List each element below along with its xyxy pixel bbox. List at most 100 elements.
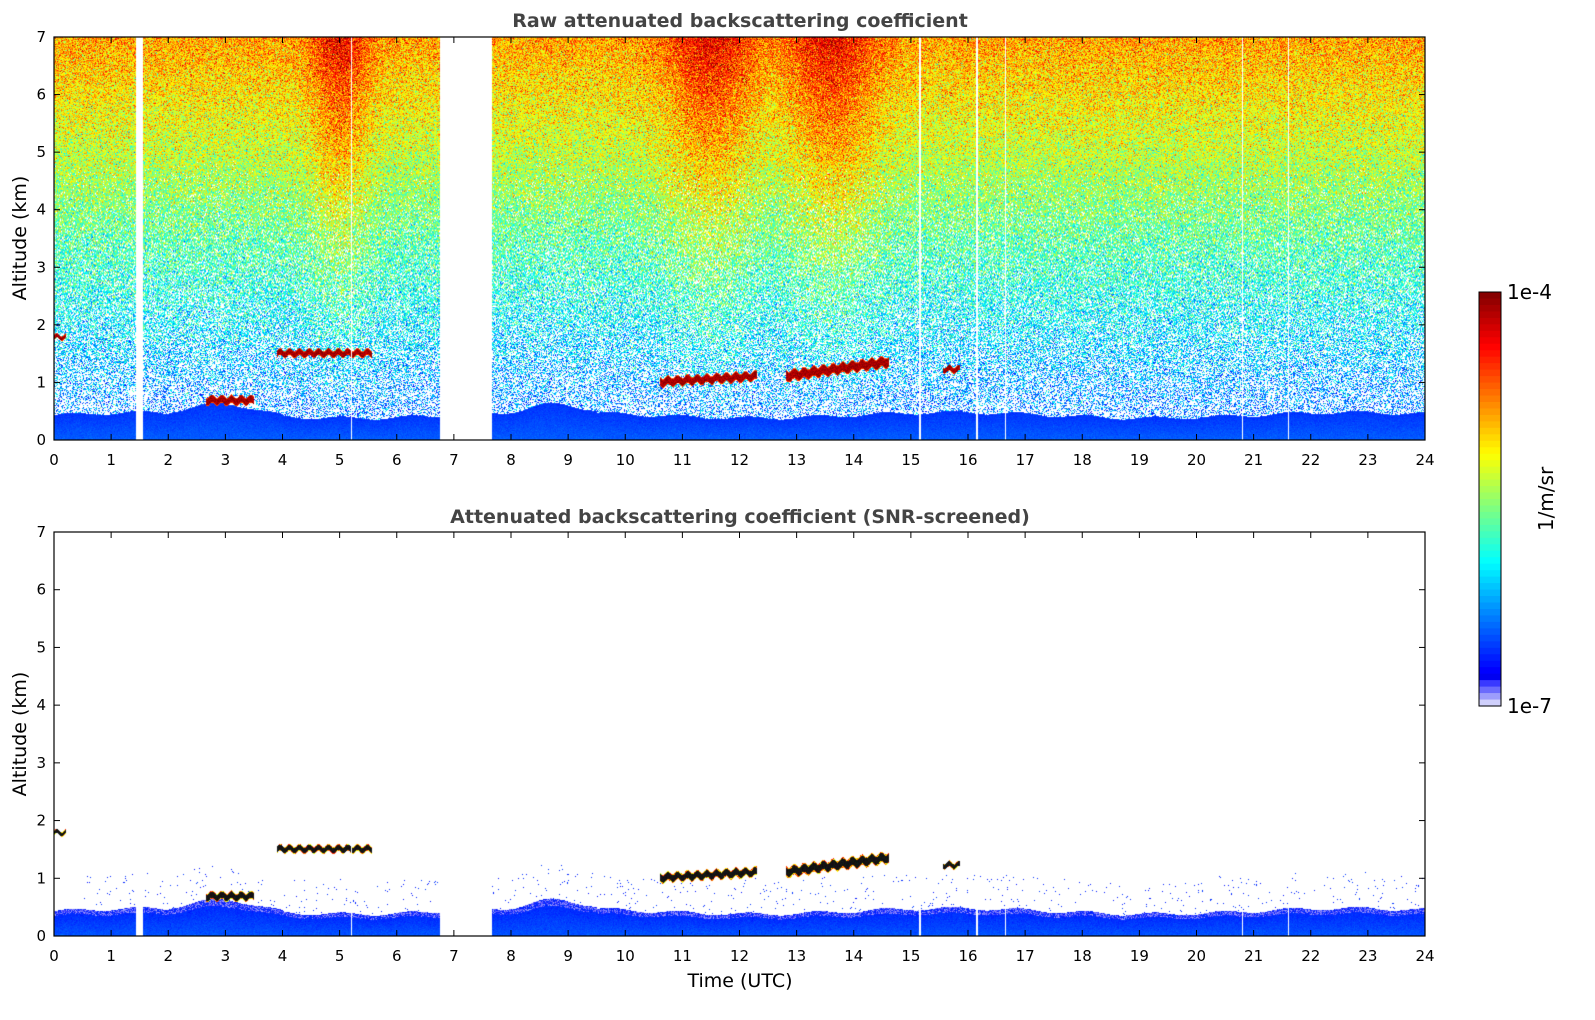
- colorbar-swatch: [1479, 350, 1501, 358]
- raw-panel: Raw attenuated backscattering coefficien…: [9, 10, 1435, 469]
- raw-x-tick-label: 1: [106, 451, 116, 469]
- screened-panel-title: Attenuated backscattering coefficient (S…: [450, 506, 1030, 528]
- screened-y-axis-label: Altitude (km): [9, 672, 31, 797]
- screened-x-tick-label: 0: [49, 947, 59, 965]
- raw-x-tick-label: 23: [1358, 451, 1377, 469]
- raw-x-tick-label: 18: [1073, 451, 1092, 469]
- raw-y-tick-label: 4: [36, 201, 46, 219]
- raw-heatmap: [54, 37, 1425, 440]
- raw-x-tick-label: 9: [563, 451, 573, 469]
- colorbar-swatch: [1479, 324, 1501, 332]
- colorbar-swatch: [1479, 447, 1501, 455]
- screened-x-tick-label: 21: [1244, 947, 1263, 965]
- screened-x-tick-label: 2: [163, 947, 173, 965]
- screened-x-tick-label: 15: [901, 947, 920, 965]
- screened-x-tick-label: 14: [844, 947, 863, 965]
- raw-x-tick-label: 2: [163, 451, 173, 469]
- raw-x-tick-label: 6: [392, 451, 402, 469]
- raw-y-tick-label: 3: [36, 258, 46, 276]
- raw-y-tick-label: 0: [36, 431, 46, 449]
- colorbar-swatch: [1479, 667, 1501, 675]
- colorbar-swatch: [1479, 589, 1501, 597]
- screened-panel: Attenuated backscattering coefficient (S…: [9, 506, 1435, 992]
- raw-x-tick-label: 5: [335, 451, 345, 469]
- raw-x-tick-label: 4: [278, 451, 288, 469]
- colorbar-swatch: [1479, 440, 1501, 448]
- screened-y-tick-label: 7: [36, 523, 46, 541]
- screened-x-tick-label: 9: [563, 947, 573, 965]
- colorbar-swatch: [1479, 382, 1501, 390]
- raw-x-tick-label: 17: [1016, 451, 1035, 469]
- colorbar-swatch: [1479, 421, 1501, 429]
- raw-y-axis-label: Altitude (km): [9, 176, 31, 301]
- x-axis-label: Time (UTC): [686, 970, 792, 992]
- colorbar-min-label: 1e-7: [1507, 694, 1552, 718]
- screened-y-tick-label: 3: [36, 754, 46, 772]
- screened-x-tick-label: 19: [1130, 947, 1149, 965]
- screened-x-tick-label: 10: [616, 947, 635, 965]
- colorbar-swatch: [1479, 479, 1501, 487]
- colorbar-swatch: [1479, 473, 1501, 481]
- raw-x-tick-label: 24: [1415, 451, 1434, 469]
- colorbar-swatch: [1479, 583, 1501, 591]
- colorbar-swatch: [1479, 660, 1501, 668]
- screened-y-tick-label: 2: [36, 812, 46, 830]
- raw-panel-title: Raw attenuated backscattering coefficien…: [512, 10, 968, 32]
- raw-y-tick-label: 7: [36, 28, 46, 46]
- colorbar-swatch: [1479, 317, 1501, 325]
- screened-axis-ticks: 0 1 2 3 4 5 6 7 8 9 10 11 12 13 14 15 16 17 18 19 20 21 22 23 24…: [36, 523, 1434, 965]
- colorbar-swatch: [1479, 511, 1501, 520]
- raw-axis-ticks: 0 1 2 3 4 5 6 7 8 9 10 11 12 13 14 15 16 17 18 19 20 21 22 23 24…: [36, 28, 1434, 469]
- screened-x-tick-label: 22: [1301, 947, 1320, 965]
- colorbar-swatch: [1479, 596, 1501, 604]
- colorbar-swatch: [1479, 460, 1501, 468]
- colorbar-swatch: [1479, 531, 1501, 539]
- colorbar-swatch: [1479, 686, 1501, 694]
- screened-x-tick-label: 17: [1016, 947, 1035, 965]
- colorbar-swatch: [1479, 292, 1501, 300]
- raw-y-tick-label: 1: [36, 373, 46, 391]
- colorbar-swatch: [1479, 311, 1501, 319]
- raw-x-tick-label: 20: [1187, 451, 1206, 469]
- colorbar: 1e-4 1e-7 1/m/sr: [1478, 280, 1558, 718]
- raw-x-tick-label: 21: [1244, 451, 1263, 469]
- colorbar-swatch: [1479, 647, 1501, 655]
- colorbar-swatch: [1479, 550, 1501, 558]
- colorbar-swatch: [1479, 608, 1501, 617]
- screened-y-tick-label: 4: [36, 696, 46, 714]
- screened-x-tick-label: 16: [958, 947, 977, 965]
- colorbar-swatch: [1479, 641, 1501, 649]
- colorbar-swatch: [1479, 466, 1501, 474]
- colorbar-max-label: 1e-4: [1507, 280, 1552, 304]
- screened-y-tick-label: 6: [36, 581, 46, 599]
- screened-x-tick-label: 12: [730, 947, 749, 965]
- colorbar-frame: [1478, 291, 1502, 707]
- raw-x-tick-label: 7: [449, 451, 459, 469]
- colorbar-swatch: [1479, 401, 1501, 410]
- screened-x-tick-label: 1: [106, 947, 116, 965]
- colorbar-swatch: [1479, 298, 1501, 306]
- screened-x-tick-label: 8: [506, 947, 516, 965]
- screened-y-tick-label: 1: [36, 869, 46, 887]
- screened-x-tick-label: 6: [392, 947, 402, 965]
- raw-x-tick-label: 16: [958, 451, 977, 469]
- colorbar-swatch: [1479, 699, 1501, 707]
- colorbar-swatch: [1479, 434, 1501, 442]
- raw-x-tick-label: 22: [1301, 451, 1320, 469]
- colorbar-swatch: [1479, 693, 1501, 701]
- colorbar-swatch: [1479, 492, 1501, 500]
- screened-y-tick-label: 0: [36, 927, 46, 945]
- colorbar-swatch: [1479, 376, 1501, 384]
- colorbar-swatch: [1479, 453, 1501, 461]
- colorbar-swatch: [1479, 537, 1501, 545]
- colorbar-swatch: [1479, 505, 1501, 513]
- colorbar-swatch: [1479, 343, 1501, 351]
- colorbar-swatch: [1479, 363, 1501, 371]
- colorbar-swatch: [1479, 654, 1501, 662]
- colorbar-swatch: [1479, 615, 1501, 623]
- screened-heatmap: [54, 532, 1425, 936]
- colorbar-swatch: [1479, 621, 1501, 629]
- colorbar-gradient: [1479, 292, 1501, 707]
- colorbar-swatch: [1479, 356, 1501, 364]
- colorbar-swatch: [1479, 369, 1501, 377]
